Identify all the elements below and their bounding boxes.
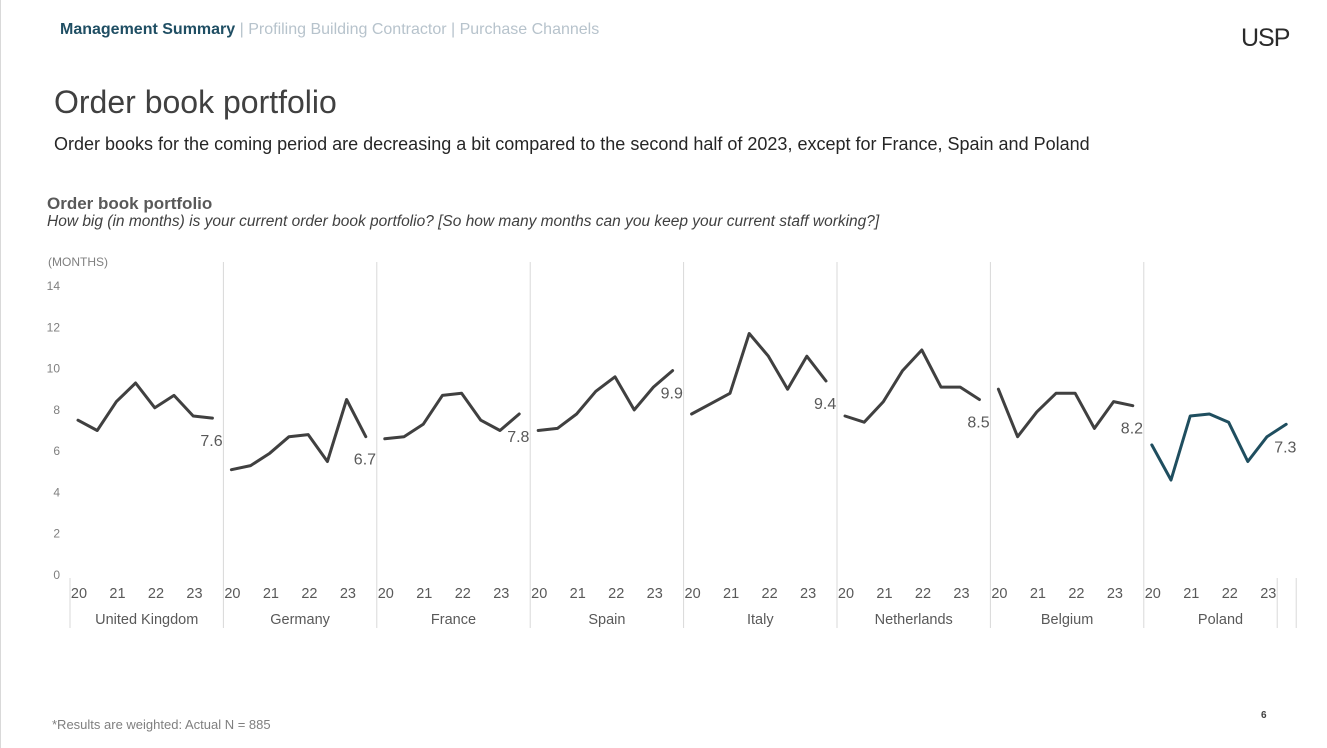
data-label: 7.8 — [507, 429, 529, 446]
x-tick-label: 23 — [800, 586, 816, 602]
series-line-poland — [1150, 412, 1288, 482]
data-label: 6.7 — [354, 452, 376, 469]
data-label: 7.3 — [1274, 439, 1296, 456]
category-label: Belgium — [1041, 612, 1093, 628]
breadcrumb-other-items: | Profiling Building Contractor | Purcha… — [235, 21, 600, 38]
chart-title: Order book portfolio — [47, 194, 213, 213]
x-tick-label: 22 — [455, 586, 471, 602]
series-line-germany — [229, 398, 368, 472]
series-line-belgium — [996, 387, 1135, 439]
x-tick-label: 23 — [647, 586, 663, 602]
x-tick-label: 20 — [1145, 586, 1161, 602]
data-label: 9.9 — [661, 386, 683, 403]
x-tick-label: 23 — [953, 586, 969, 602]
category-label: Spain — [588, 612, 625, 628]
chart-question: How big (in months) is your current orde… — [47, 213, 880, 230]
x-tick-label: 22 — [608, 586, 624, 602]
page-number: 6 — [1261, 710, 1267, 721]
category-label: Poland — [1198, 612, 1243, 628]
series-line-united-kingdom — [76, 381, 214, 432]
footnote: *Results are weighted: Actual N = 885 — [52, 717, 271, 732]
y-tick-label: 10 — [47, 362, 61, 376]
x-tick-label: 22 — [915, 586, 931, 602]
y-axis-unit-label: (MONTHS) — [48, 255, 108, 269]
breadcrumb-active-item[interactable]: Management Summary — [60, 21, 236, 38]
series-line-italy — [690, 332, 828, 416]
x-tick-label: 21 — [1183, 586, 1199, 602]
x-tick-label: 21 — [1030, 586, 1046, 602]
x-tick-label: 23 — [493, 586, 509, 602]
data-label: 7.6 — [200, 433, 222, 450]
y-tick-label: 2 — [53, 527, 60, 541]
x-tick-label: 22 — [148, 586, 164, 602]
x-tick-label: 21 — [876, 586, 892, 602]
x-tick-label: 22 — [1222, 586, 1238, 602]
x-tick-label: 22 — [1068, 586, 1084, 602]
page-subtitle: Order books for the coming period are de… — [54, 134, 1090, 154]
x-tick-label: 23 — [186, 586, 202, 602]
y-tick-label: 6 — [53, 444, 60, 458]
x-tick-label: 21 — [570, 586, 586, 602]
x-tick-label: 20 — [378, 586, 394, 602]
y-tick-label: 14 — [47, 279, 61, 293]
category-label: Italy — [747, 612, 774, 628]
x-tick-label: 23 — [340, 586, 356, 602]
usp-logo: USP — [1241, 24, 1290, 52]
x-tick-label: 20 — [838, 586, 854, 602]
series-line-france — [383, 391, 521, 441]
series-line-netherlands — [843, 348, 981, 424]
x-tick-label: 21 — [416, 586, 432, 602]
x-tick-label: 20 — [685, 586, 701, 602]
y-tick-label: 0 — [53, 568, 60, 582]
x-tick-label: 23 — [1107, 586, 1123, 602]
x-tick-label: 20 — [991, 586, 1007, 602]
data-label: 8.5 — [967, 415, 989, 432]
x-tick-label: 21 — [723, 586, 739, 602]
x-tick-label: 21 — [263, 586, 279, 602]
slide-left-border — [0, 0, 1, 748]
category-label: Netherlands — [875, 612, 953, 628]
y-tick-label: 8 — [53, 403, 60, 417]
data-label: 9.4 — [814, 396, 836, 413]
category-label: France — [431, 612, 476, 628]
x-tick-label: 21 — [109, 586, 125, 602]
page-title: Order book portfolio — [54, 84, 337, 120]
category-label: Germany — [270, 612, 330, 628]
breadcrumb: Management Summary | Profiling Building … — [60, 21, 599, 39]
data-label: 8.2 — [1121, 421, 1143, 438]
x-tick-label: 22 — [301, 586, 317, 602]
category-label: United Kingdom — [95, 612, 198, 628]
y-tick-label: 4 — [53, 485, 60, 499]
y-tick-label: 12 — [47, 320, 61, 334]
x-tick-label: 20 — [71, 586, 87, 602]
series-line-spain — [536, 369, 675, 432]
x-tick-label: 23 — [1260, 586, 1276, 602]
x-tick-label: 20 — [224, 586, 240, 602]
x-tick-label: 20 — [531, 586, 547, 602]
x-tick-label: 22 — [762, 586, 778, 602]
